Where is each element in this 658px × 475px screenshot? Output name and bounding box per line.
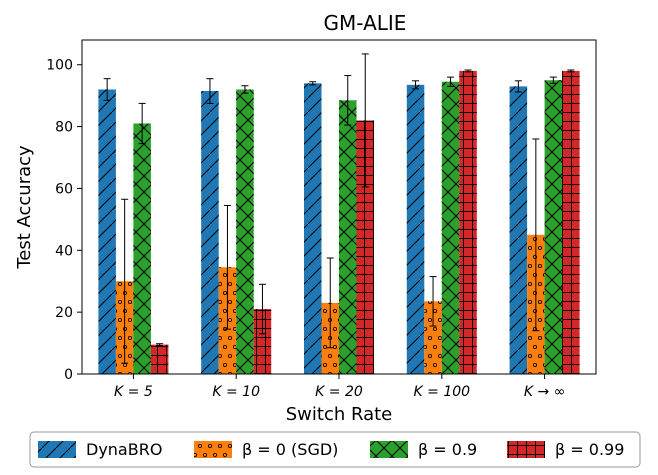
legend-label: β = 0 (SGD) — [242, 440, 338, 459]
bar-hatch — [150, 344, 169, 374]
y-axis-label: Test Accuracy — [14, 145, 35, 270]
y-tick-label: 0 — [64, 367, 73, 383]
legend-swatch-hatch — [38, 441, 76, 458]
bar-hatch — [133, 123, 151, 374]
bar-hatch — [459, 70, 477, 374]
bar-hatch — [441, 81, 460, 374]
bar-hatch — [544, 80, 563, 374]
x-tick-label: K = 10 — [212, 384, 260, 400]
x-tick-label: K → ∞ — [524, 384, 565, 400]
x-tick-label: K = 100 — [414, 384, 471, 400]
x-tick-label: K = 20 — [315, 384, 363, 400]
chart-title: GM-ALIE — [324, 11, 407, 35]
y-tick-label: 100 — [46, 58, 73, 74]
bar-hatch — [509, 86, 528, 374]
bar-hatch — [406, 84, 425, 374]
y-tick-label: 80 — [55, 120, 73, 136]
bar-hatch — [98, 89, 116, 375]
legend: DynaBRO β = 0 (SGD) β = 0.9 β = 0.99 — [29, 431, 641, 468]
bar-hatch — [339, 100, 357, 375]
y-tick-label: 40 — [55, 243, 73, 259]
y-tick-label: 60 — [55, 181, 73, 197]
legend-label: β = 0.9 — [418, 440, 477, 459]
bar-hatch — [562, 70, 580, 374]
bar-hatch — [201, 91, 219, 375]
x-axis-label: Switch Rate — [286, 404, 393, 425]
legend-label: β = 0.99 — [555, 440, 624, 459]
y-tick-label: 20 — [55, 305, 73, 321]
bar-hatch — [236, 89, 254, 375]
legend-box — [29, 431, 641, 468]
bar-hatch — [356, 120, 374, 374]
bar-hatch — [304, 83, 322, 374]
legend-swatch-hatch — [370, 441, 408, 458]
bar-hatch — [253, 309, 272, 374]
bar-hatch — [424, 301, 442, 374]
x-tick-label: K = 5 — [114, 384, 153, 400]
plot-area: 0 20 40 60 80 100 K = 5 K = 10 K = 20 K = 100 K → … — [46, 53, 580, 400]
legend-swatch-hatch — [194, 441, 232, 458]
plot-frame — [81, 39, 597, 375]
legend-label: DynaBRO — [86, 440, 162, 459]
legend-swatch-hatch — [507, 441, 545, 458]
